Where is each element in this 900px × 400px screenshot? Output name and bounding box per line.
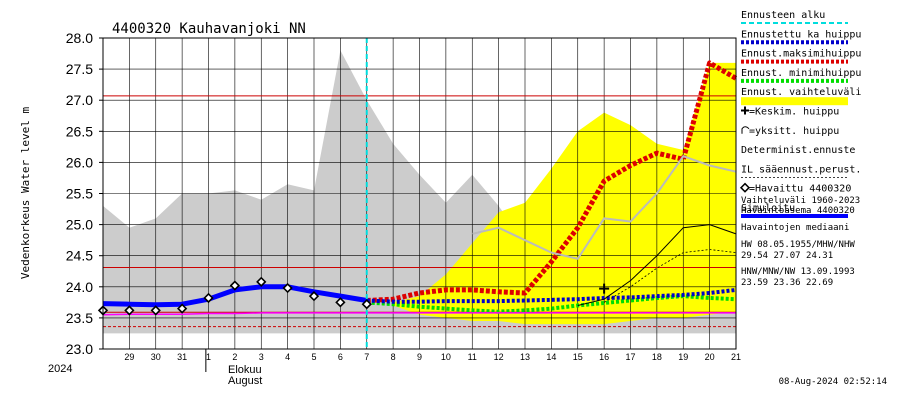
observed-point bbox=[256, 276, 267, 287]
month-label-fi: Elokuu bbox=[228, 364, 262, 376]
x-tick-label: 15 bbox=[573, 352, 583, 362]
legend-label: =Keskim. huippu bbox=[749, 107, 839, 118]
y-tick-label: 23.5 bbox=[66, 310, 93, 326]
legend-note: Havaintojen mediaani bbox=[741, 223, 849, 233]
legend-label: IL sääennust.perust. bbox=[741, 164, 861, 175]
month-label-en: August bbox=[228, 375, 262, 387]
y-tick-label: 25.5 bbox=[66, 186, 93, 202]
x-tick-label: 3 bbox=[259, 352, 264, 362]
chart-title: 4400320 Kauhavanjoki NN bbox=[112, 21, 306, 37]
observed-point bbox=[229, 280, 241, 291]
legend-swatch bbox=[741, 97, 848, 106]
observed-point bbox=[176, 303, 188, 314]
timestamp: 08-Aug-2024 02:52:14 bbox=[779, 377, 887, 387]
x-tick-label: 2 bbox=[232, 352, 237, 362]
x-tick-label: 14 bbox=[546, 352, 556, 362]
observed-point bbox=[150, 305, 161, 316]
mean-peak-marker bbox=[599, 283, 610, 294]
observed-point bbox=[124, 305, 135, 316]
x-tick-label: 11 bbox=[468, 352, 477, 362]
legend-note: Vaihteluväli 1960-2023 bbox=[741, 196, 860, 206]
legend-note: HW 08.05.1955/MHW/NHW bbox=[741, 240, 855, 250]
observed-point bbox=[282, 282, 293, 294]
x-tick-label: 19 bbox=[678, 352, 688, 362]
series-line bbox=[366, 60, 738, 303]
x-tick-label: 31 bbox=[177, 352, 187, 362]
x-tick-label: 30 bbox=[151, 352, 161, 362]
x-tick-label: 13 bbox=[520, 352, 530, 362]
legend-label: Ennust. vaihteluväli bbox=[741, 87, 861, 98]
legend-note: HNW/MNW/NW 13.09.1993 bbox=[741, 267, 855, 277]
x-tick-label: 21 bbox=[731, 352, 741, 362]
y-tick-label: 24.5 bbox=[66, 248, 93, 264]
series-line bbox=[366, 294, 737, 314]
x-tick-label: 8 bbox=[391, 352, 396, 362]
series-line bbox=[472, 155, 737, 260]
legend-label: Simuloitu bbox=[741, 203, 795, 214]
legend-label: =yksitt. huippu bbox=[749, 126, 839, 137]
y-tick-label: 27.0 bbox=[66, 92, 93, 108]
legend-note: Havaintoasema 4400320 bbox=[741, 206, 855, 216]
y-tick-label: 25.0 bbox=[66, 217, 93, 233]
legend-note: 23.59 23.36 22.69 bbox=[741, 278, 833, 288]
x-tick-label: 18 bbox=[652, 352, 662, 362]
observed-point bbox=[361, 299, 372, 310]
x-tick-label: 1 bbox=[206, 352, 211, 362]
legend-label: Ennust.maksimihuippu bbox=[741, 49, 861, 60]
x-tick-label: 17 bbox=[625, 352, 635, 362]
x-tick-label: 29 bbox=[124, 352, 134, 362]
y-tick-label: 23.0 bbox=[66, 341, 93, 357]
observed-point bbox=[203, 292, 214, 304]
x-tick-label: 5 bbox=[311, 352, 316, 362]
observed-point bbox=[308, 290, 320, 302]
y-tick-label: 26.0 bbox=[66, 154, 93, 170]
legend-swatch bbox=[741, 126, 750, 134]
series-line bbox=[603, 249, 737, 303]
x-tick-label: 9 bbox=[417, 352, 422, 362]
x-tick-label: 6 bbox=[338, 352, 343, 362]
legend-swatch bbox=[741, 106, 749, 115]
x-tick-label: 12 bbox=[494, 352, 504, 362]
y-tick-label: 24.0 bbox=[66, 279, 93, 295]
observed-point bbox=[335, 297, 346, 308]
y-axis-label: Vedenkorkeus Water level m bbox=[19, 107, 32, 280]
legend-label: Ennustettu ka huippu bbox=[741, 29, 861, 40]
x-tick-label: 20 bbox=[705, 352, 715, 362]
legend-swatch bbox=[739, 182, 751, 193]
y-tick-label: 26.5 bbox=[66, 123, 93, 139]
x-tick-label: 10 bbox=[441, 352, 451, 362]
series-line bbox=[102, 312, 736, 316]
x-tick-label: 7 bbox=[364, 352, 369, 362]
legend-label: Ennusteen alku bbox=[741, 10, 825, 21]
legend-label: =Havaittu 4400320 bbox=[749, 184, 851, 195]
y-tick-label: 27.5 bbox=[66, 61, 93, 77]
legend-note: 29.54 27.07 24.31 bbox=[741, 251, 833, 261]
legend-label: Determinist.ennuste bbox=[741, 145, 855, 156]
series-line bbox=[366, 287, 737, 304]
series-line bbox=[577, 224, 737, 306]
y-tick-label: 28.0 bbox=[66, 30, 93, 46]
x-tick-label: 4 bbox=[285, 352, 290, 362]
legend-label: Ennust. minimihuippu bbox=[741, 68, 861, 79]
x-tick-label: 16 bbox=[599, 352, 609, 362]
year-label: 2024 bbox=[48, 363, 72, 375]
